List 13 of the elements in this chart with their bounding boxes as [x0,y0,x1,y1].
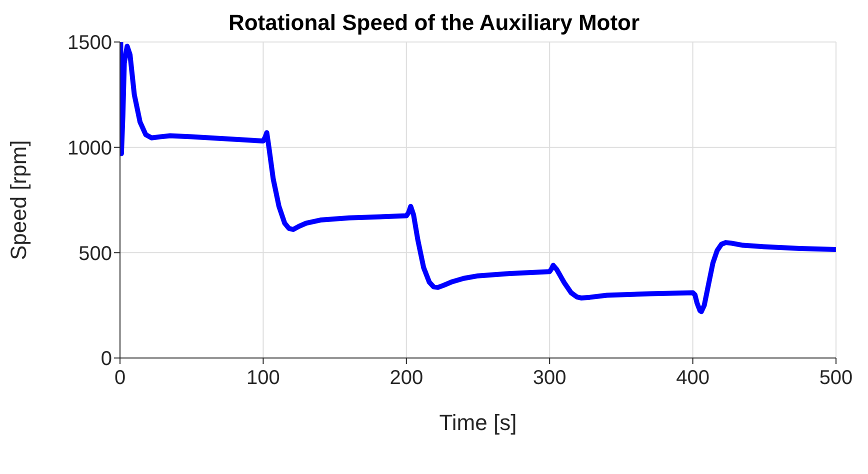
x-tick-label: 300 [532,367,566,390]
y-tick-label: 1500 [68,32,112,54]
y-axis-title: Speed [rpm] [6,140,31,260]
x-tick-label: 500 [819,367,853,390]
x-axis-title: Time [s] [439,410,517,435]
x-tick-label: 400 [676,367,710,390]
x-tick-label: 200 [390,367,424,390]
y-tick-label: 0 [100,348,112,370]
y-tick-label: 1000 [68,137,112,160]
y-tick-label: 500 [78,242,112,265]
x-tick-label: 100 [246,367,280,390]
x-tick-label: 0 [114,367,126,390]
chart-title: Rotational Speed of the Auxiliary Motor [228,10,640,35]
